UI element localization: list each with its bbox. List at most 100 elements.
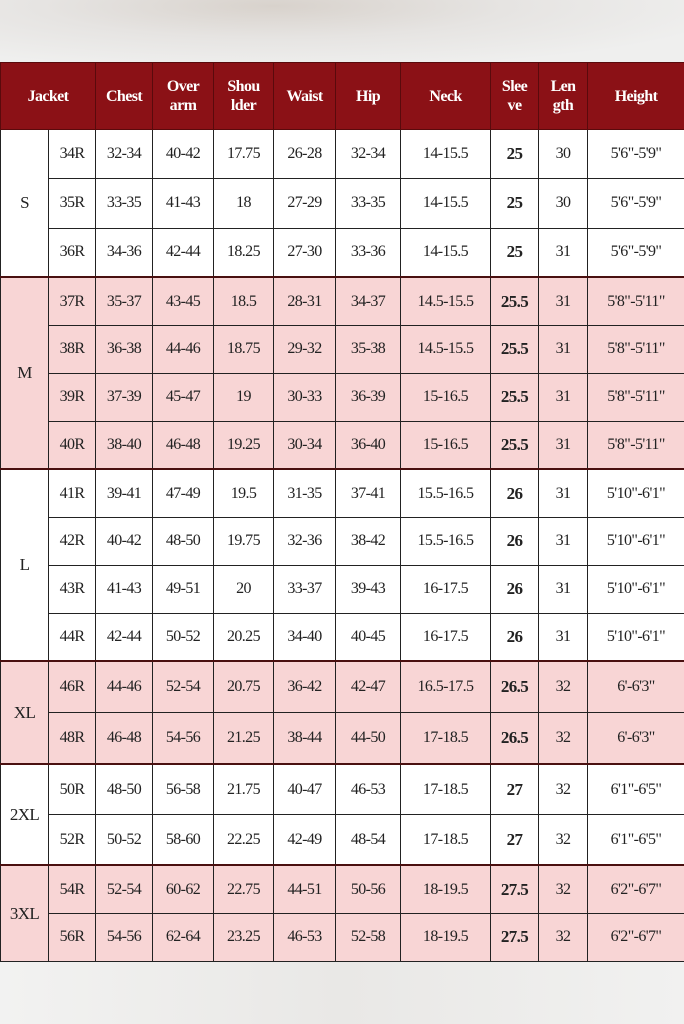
header-text: Neck (429, 87, 462, 105)
table-row: 43R 41-43 49-51 20 33-37 39-43 16-17.5 26 31 5'10… (1, 564, 684, 614)
cell-hip: 34-37 (335, 276, 401, 326)
table-row: 42R 40-42 48-50 19.75 32-36 38-42 15.5-16.5 26 3… (1, 516, 684, 566)
cell-sleeve: 27.5 (490, 864, 539, 914)
cell-neck: 14.5-15.5 (400, 324, 491, 374)
cell-shoulder: 19.75 (213, 516, 274, 566)
cell-jacket-code: 50R (48, 763, 96, 816)
cell-hip: 46-53 (335, 763, 401, 816)
cell-shoulder: 18.5 (213, 276, 274, 326)
cell-hip: 32-34 (335, 128, 401, 180)
header-text: Over (166, 78, 200, 95)
cell-length: 31 (538, 227, 588, 278)
table-row: XL 46R 44-46 52-54 20.75 36-42 42-47 16.5-17.5 2… (0, 660, 684, 765)
cell-waist: 42-49 (273, 814, 336, 866)
cell-jacket-code: 34R (48, 128, 96, 180)
cell-waist: 46-53 (273, 912, 336, 962)
cell-neck: 14-15.5 (400, 128, 491, 180)
cell-chest: 46-48 (95, 712, 153, 765)
cell-chest: 42-44 (95, 612, 153, 662)
cell-length: 31 (538, 564, 588, 614)
header-text: Shou (227, 78, 260, 95)
cell-length: 31 (538, 468, 588, 518)
header-over-arm: Over arm (152, 62, 214, 130)
cell-shoulder: 23.25 (213, 912, 274, 962)
cell-length: 30 (538, 178, 588, 229)
cell-over-arm: 41-43 (152, 178, 214, 229)
cell-over-arm: 60-62 (152, 864, 214, 914)
cell-shoulder: 18 (213, 178, 274, 229)
cell-height: 5'8"-5'11" (587, 420, 684, 470)
header-text: Len (550, 78, 576, 95)
cell-hip: 42-47 (335, 660, 401, 714)
cell-jacket-code: 44R (48, 612, 96, 662)
cell-height: 5'10"-6'1" (587, 612, 684, 662)
size-group-label: XL (0, 660, 49, 765)
cell-waist: 30-33 (273, 372, 336, 422)
cell-jacket-code: 41R (48, 468, 96, 518)
cell-height: 5'8"-5'11" (587, 324, 684, 374)
cell-shoulder: 20.25 (213, 612, 274, 662)
cell-over-arm: 46-48 (152, 420, 214, 470)
cell-shoulder: 22.75 (213, 864, 274, 914)
cell-jacket-code: 36R (48, 227, 96, 278)
cell-neck: 14-15.5 (400, 227, 491, 278)
cell-over-arm: 44-46 (152, 324, 214, 374)
cell-shoulder: 21.25 (213, 712, 274, 765)
cell-jacket-code: 54R (48, 864, 96, 914)
cell-height: 5'6"-5'9" (587, 178, 684, 229)
size-group-label: L (0, 468, 49, 662)
table-row: 52R 50-52 58-60 22.25 42-49 48-54 17-18.5 27 32 6… (1, 814, 684, 866)
header-text: gth (552, 97, 574, 114)
cell-sleeve: 25 (490, 227, 539, 278)
table-row: 2XL 50R 48-50 56-58 21.75 40-47 46-53 17-18.5 27… (0, 763, 684, 866)
cell-jacket-code: 38R (48, 324, 96, 374)
cell-over-arm: 50-52 (152, 612, 214, 662)
cell-neck: 15.5-16.5 (400, 516, 491, 566)
cell-waist: 44-51 (273, 864, 336, 914)
header-text: Waist (286, 87, 323, 105)
header-text: Chest (105, 87, 143, 105)
background-photo-top (0, 0, 684, 62)
size-group-label: 2XL (0, 763, 49, 866)
cell-height: 6'1"-6'5" (587, 763, 684, 816)
cell-neck: 18-19.5 (400, 864, 491, 914)
cell-waist: 38-44 (273, 712, 336, 765)
cell-neck: 14-15.5 (400, 178, 491, 229)
cell-over-arm: 48-50 (152, 516, 214, 566)
header-text: ve (507, 97, 523, 114)
table-row: 56R 54-56 62-64 23.25 46-53 52-58 18-19.5 27.5 3… (1, 912, 684, 962)
cell-height: 6'2"-6'7" (587, 864, 684, 914)
cell-waist: 32-36 (273, 516, 336, 566)
cell-height: 5'8"-5'11" (587, 276, 684, 326)
cell-shoulder: 20 (213, 564, 274, 614)
cell-waist: 36-42 (273, 660, 336, 714)
cell-chest: 52-54 (95, 864, 153, 914)
cell-length: 31 (538, 276, 588, 326)
cell-waist: 27-29 (273, 178, 336, 229)
cell-waist: 28-31 (273, 276, 336, 326)
cell-height: 5'8"-5'11" (587, 372, 684, 422)
cell-length: 32 (538, 763, 588, 816)
cell-jacket-code: 37R (48, 276, 96, 326)
cell-over-arm: 52-54 (152, 660, 214, 714)
table-row: S 34R 32-34 40-42 17.75 26-28 32-34 14-15.5 25 30… (0, 128, 684, 278)
cell-shoulder: 18.25 (213, 227, 274, 278)
cell-hip: 48-54 (335, 814, 401, 866)
table-row: L 41R 39-41 47-49 19.5 31-35 37-41 15.5-16.5 26 3… (0, 468, 684, 662)
cell-sleeve: 26 (490, 468, 539, 518)
cell-jacket-code: 35R (48, 178, 96, 229)
cell-sleeve: 25.5 (490, 372, 539, 422)
cell-shoulder: 20.75 (213, 660, 274, 714)
cell-jacket-code: 39R (48, 372, 96, 422)
cell-hip: 39-43 (335, 564, 401, 614)
cell-shoulder: 19.5 (213, 468, 274, 518)
table-row: 48R 46-48 54-56 21.25 38-44 44-50 17-18.5 26.5 3… (1, 712, 684, 765)
cell-chest: 35-37 (95, 276, 153, 326)
cell-chest: 48-50 (95, 763, 153, 816)
cell-chest: 36-38 (95, 324, 153, 374)
cell-length: 32 (538, 814, 588, 866)
cell-sleeve: 26 (490, 516, 539, 566)
table-row: M 37R 35-37 43-45 18.5 28-31 34-37 14.5-15.5 25.… (0, 276, 684, 470)
cell-hip: 33-36 (335, 227, 401, 278)
cell-height: 6'2"-6'7" (587, 912, 684, 962)
